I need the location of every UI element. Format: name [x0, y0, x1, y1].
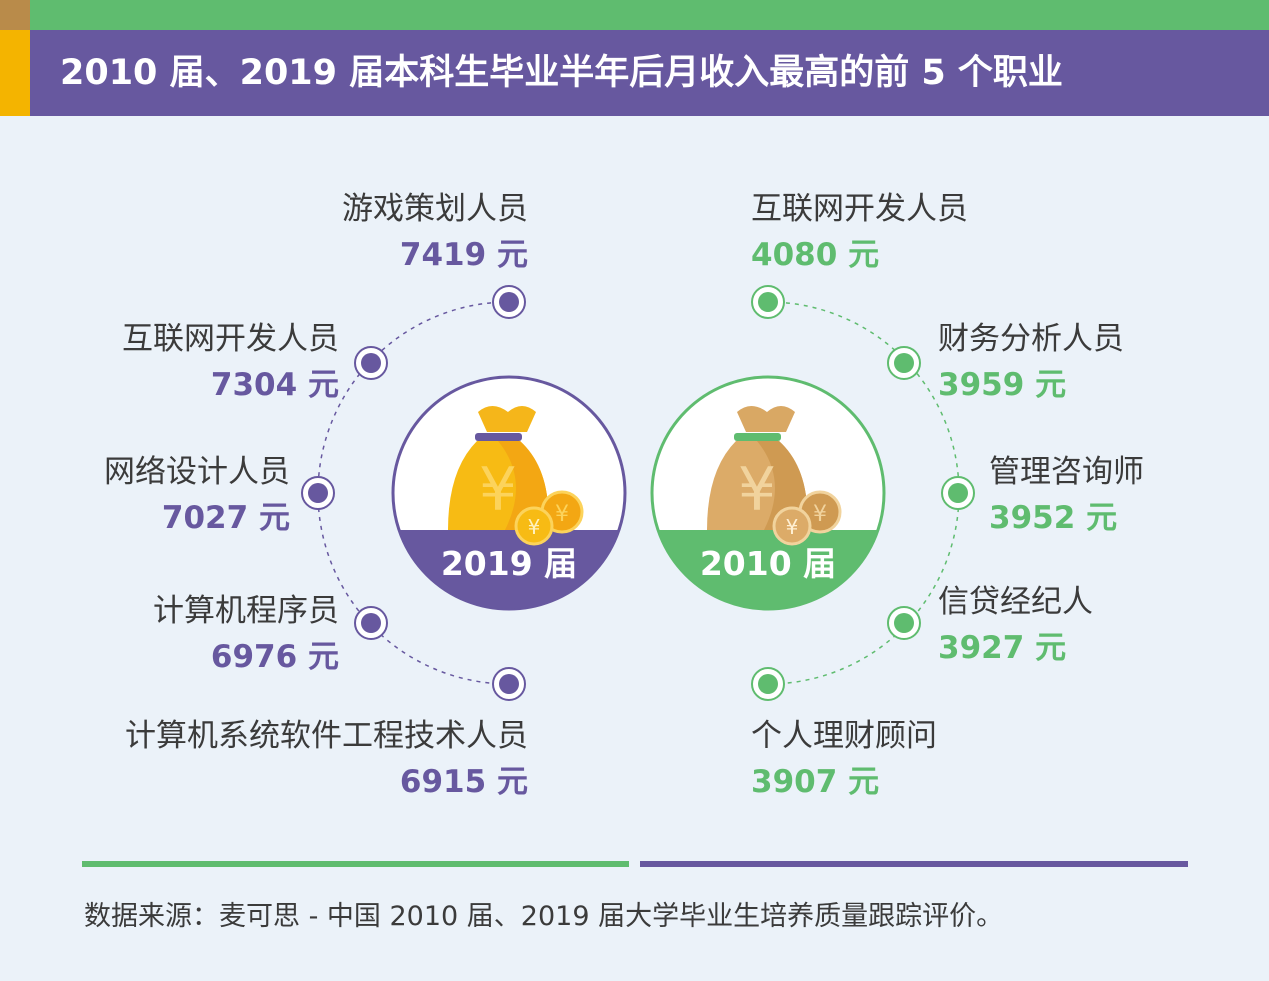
- marker-2019-3: [308, 483, 328, 503]
- occupation-2010-1: 互联网开发人员: [751, 191, 968, 227]
- marker-2010-1: [758, 292, 778, 312]
- divider-green: [82, 861, 629, 867]
- salary-2019-2: 7304 元: [210, 367, 339, 403]
- marker-2010-5: [758, 674, 778, 694]
- svg-text:¥: ¥: [479, 455, 517, 525]
- salary-2019-3: 7027 元: [161, 500, 290, 536]
- occupation-2010-4: 信贷经纪人: [938, 584, 1093, 620]
- marker-2019-4: [361, 613, 381, 633]
- occupation-2019-3: 网络设计人员: [104, 454, 290, 490]
- source-note: 数据来源：麦可思 - 中国 2010 届、2019 届大学毕业生培养质量跟踪评价…: [84, 901, 1004, 932]
- svg-text:¥: ¥: [528, 515, 541, 539]
- salary-2010-2: 3959 元: [938, 367, 1067, 403]
- marker-2010-2: [894, 353, 914, 373]
- svg-text:¥: ¥: [738, 455, 776, 525]
- money-bag-2019-icon: ¥ ¥ ¥: [391, 375, 627, 611]
- occupation-2010-3: 管理咨询师: [989, 454, 1144, 490]
- salary-2010-4: 3927 元: [938, 630, 1067, 666]
- divider-purple: [640, 861, 1188, 867]
- occupation-2019-4: 计算机程序员: [153, 593, 339, 629]
- salary-2010-1: 4080 元: [751, 237, 880, 273]
- salary-2019-4: 6976 元: [210, 639, 339, 675]
- top-stripe: [0, 0, 1269, 30]
- svg-text:¥: ¥: [813, 502, 827, 527]
- svg-text:¥: ¥: [555, 502, 569, 527]
- salary-2010-5: 3907 元: [751, 764, 880, 800]
- occupation-2010-5: 个人理财顾问: [751, 718, 937, 754]
- occupation-2019-1: 游戏策划人员: [342, 191, 528, 227]
- title-accent: [0, 30, 30, 116]
- top-stripe-corner: [0, 0, 30, 30]
- badge-2019: 2019 届: [440, 544, 578, 583]
- money-bag-2010-icon: ¥ ¥ ¥: [650, 375, 886, 611]
- marker-2019-2: [361, 353, 381, 373]
- title-bar: [30, 30, 1269, 116]
- occupation-2010-2: 财务分析人员: [938, 321, 1124, 357]
- marker-2010-4: [894, 613, 914, 633]
- svg-text:¥: ¥: [786, 515, 799, 539]
- page-title: 2010 届、2019 届本科生毕业半年后月收入最高的前 5 个职业: [60, 53, 1063, 93]
- marker-2019-5: [499, 674, 519, 694]
- occupation-2019-5: 计算机系统软件工程技术人员: [125, 718, 528, 754]
- marker-2010-3: [948, 483, 968, 503]
- salary-2019-1: 7419 元: [399, 237, 528, 273]
- badge-2010: 2010 届: [699, 544, 837, 583]
- salary-2019-5: 6915 元: [399, 764, 528, 800]
- marker-2019-1: [499, 292, 519, 312]
- salary-2010-3: 3952 元: [989, 500, 1118, 536]
- occupation-2019-2: 互联网开发人员: [122, 321, 339, 357]
